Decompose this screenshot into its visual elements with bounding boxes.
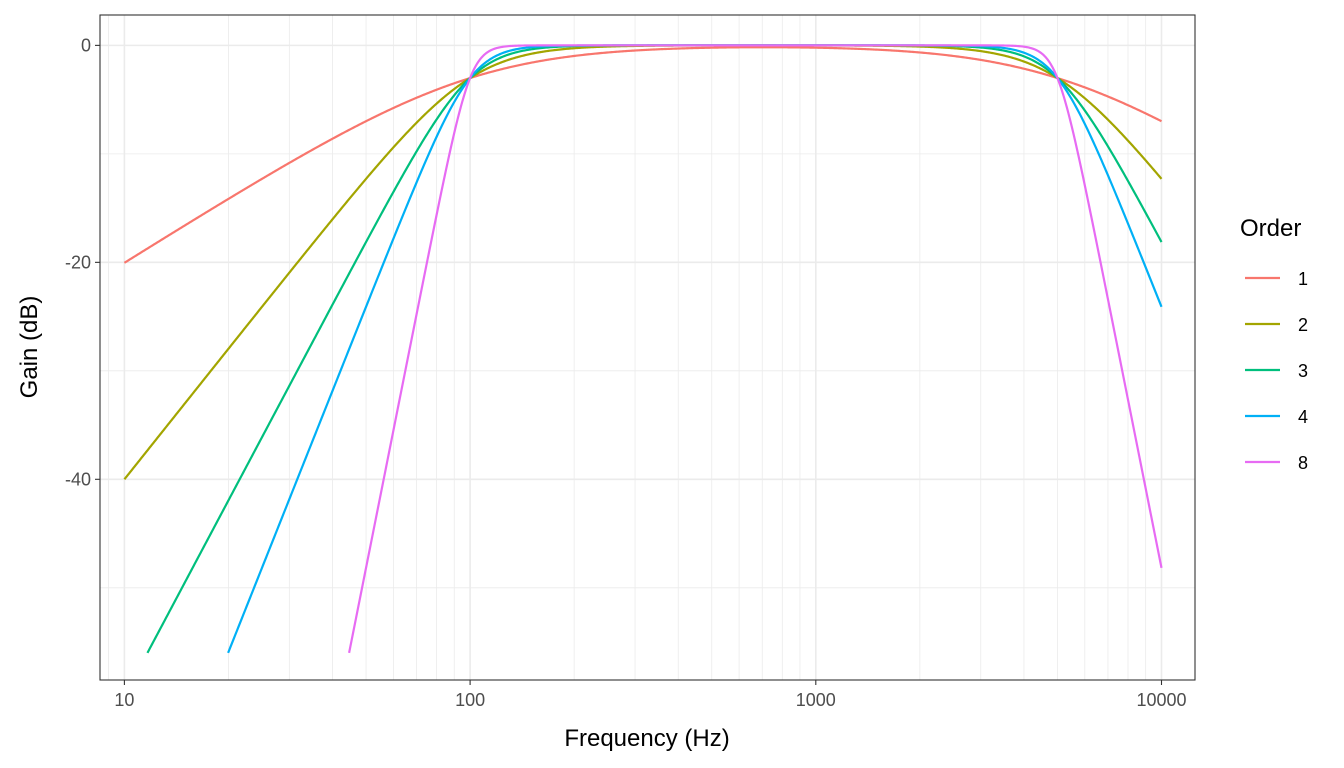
series-line-order-1 [123, 46, 1162, 264]
panel-background [100, 15, 1195, 680]
x-axis-title: Frequency (Hz) [564, 725, 729, 752]
legend-label-2: 2 [1298, 315, 1308, 335]
panel-border [99, 14, 1196, 681]
x-tick-label: 10000 [1136, 690, 1186, 710]
y-axis: 0 -20 -40 [65, 35, 100, 489]
legend: Order 1 2 3 4 8 [1240, 215, 1308, 473]
y-tick-label: -20 [65, 252, 91, 272]
series-lines [123, 44, 1163, 654]
y-axis-title: Gain (dB) [16, 296, 43, 399]
legend-label-1: 1 [1298, 269, 1308, 289]
y-tick-label: -40 [65, 469, 91, 489]
grid-minor [100, 15, 1195, 680]
legend-item-1: 1 [1245, 269, 1308, 289]
x-axis: 10 100 1000 10000 [114, 680, 1187, 710]
series-line-order-8 [348, 44, 1163, 654]
x-tick-label: 100 [455, 690, 485, 710]
legend-label-8: 8 [1298, 453, 1308, 473]
legend-item-3: 3 [1245, 361, 1308, 381]
legend-item-8: 8 [1245, 453, 1308, 473]
legend-item-4: 4 [1245, 407, 1308, 427]
legend-label-3: 3 [1298, 361, 1308, 381]
x-tick-label: 10 [114, 690, 134, 710]
y-tick-label: 0 [81, 35, 91, 55]
x-tick-label: 1000 [796, 690, 836, 710]
legend-item-2: 2 [1245, 315, 1308, 335]
legend-label-4: 4 [1298, 407, 1308, 427]
legend-title: Order [1240, 215, 1301, 242]
